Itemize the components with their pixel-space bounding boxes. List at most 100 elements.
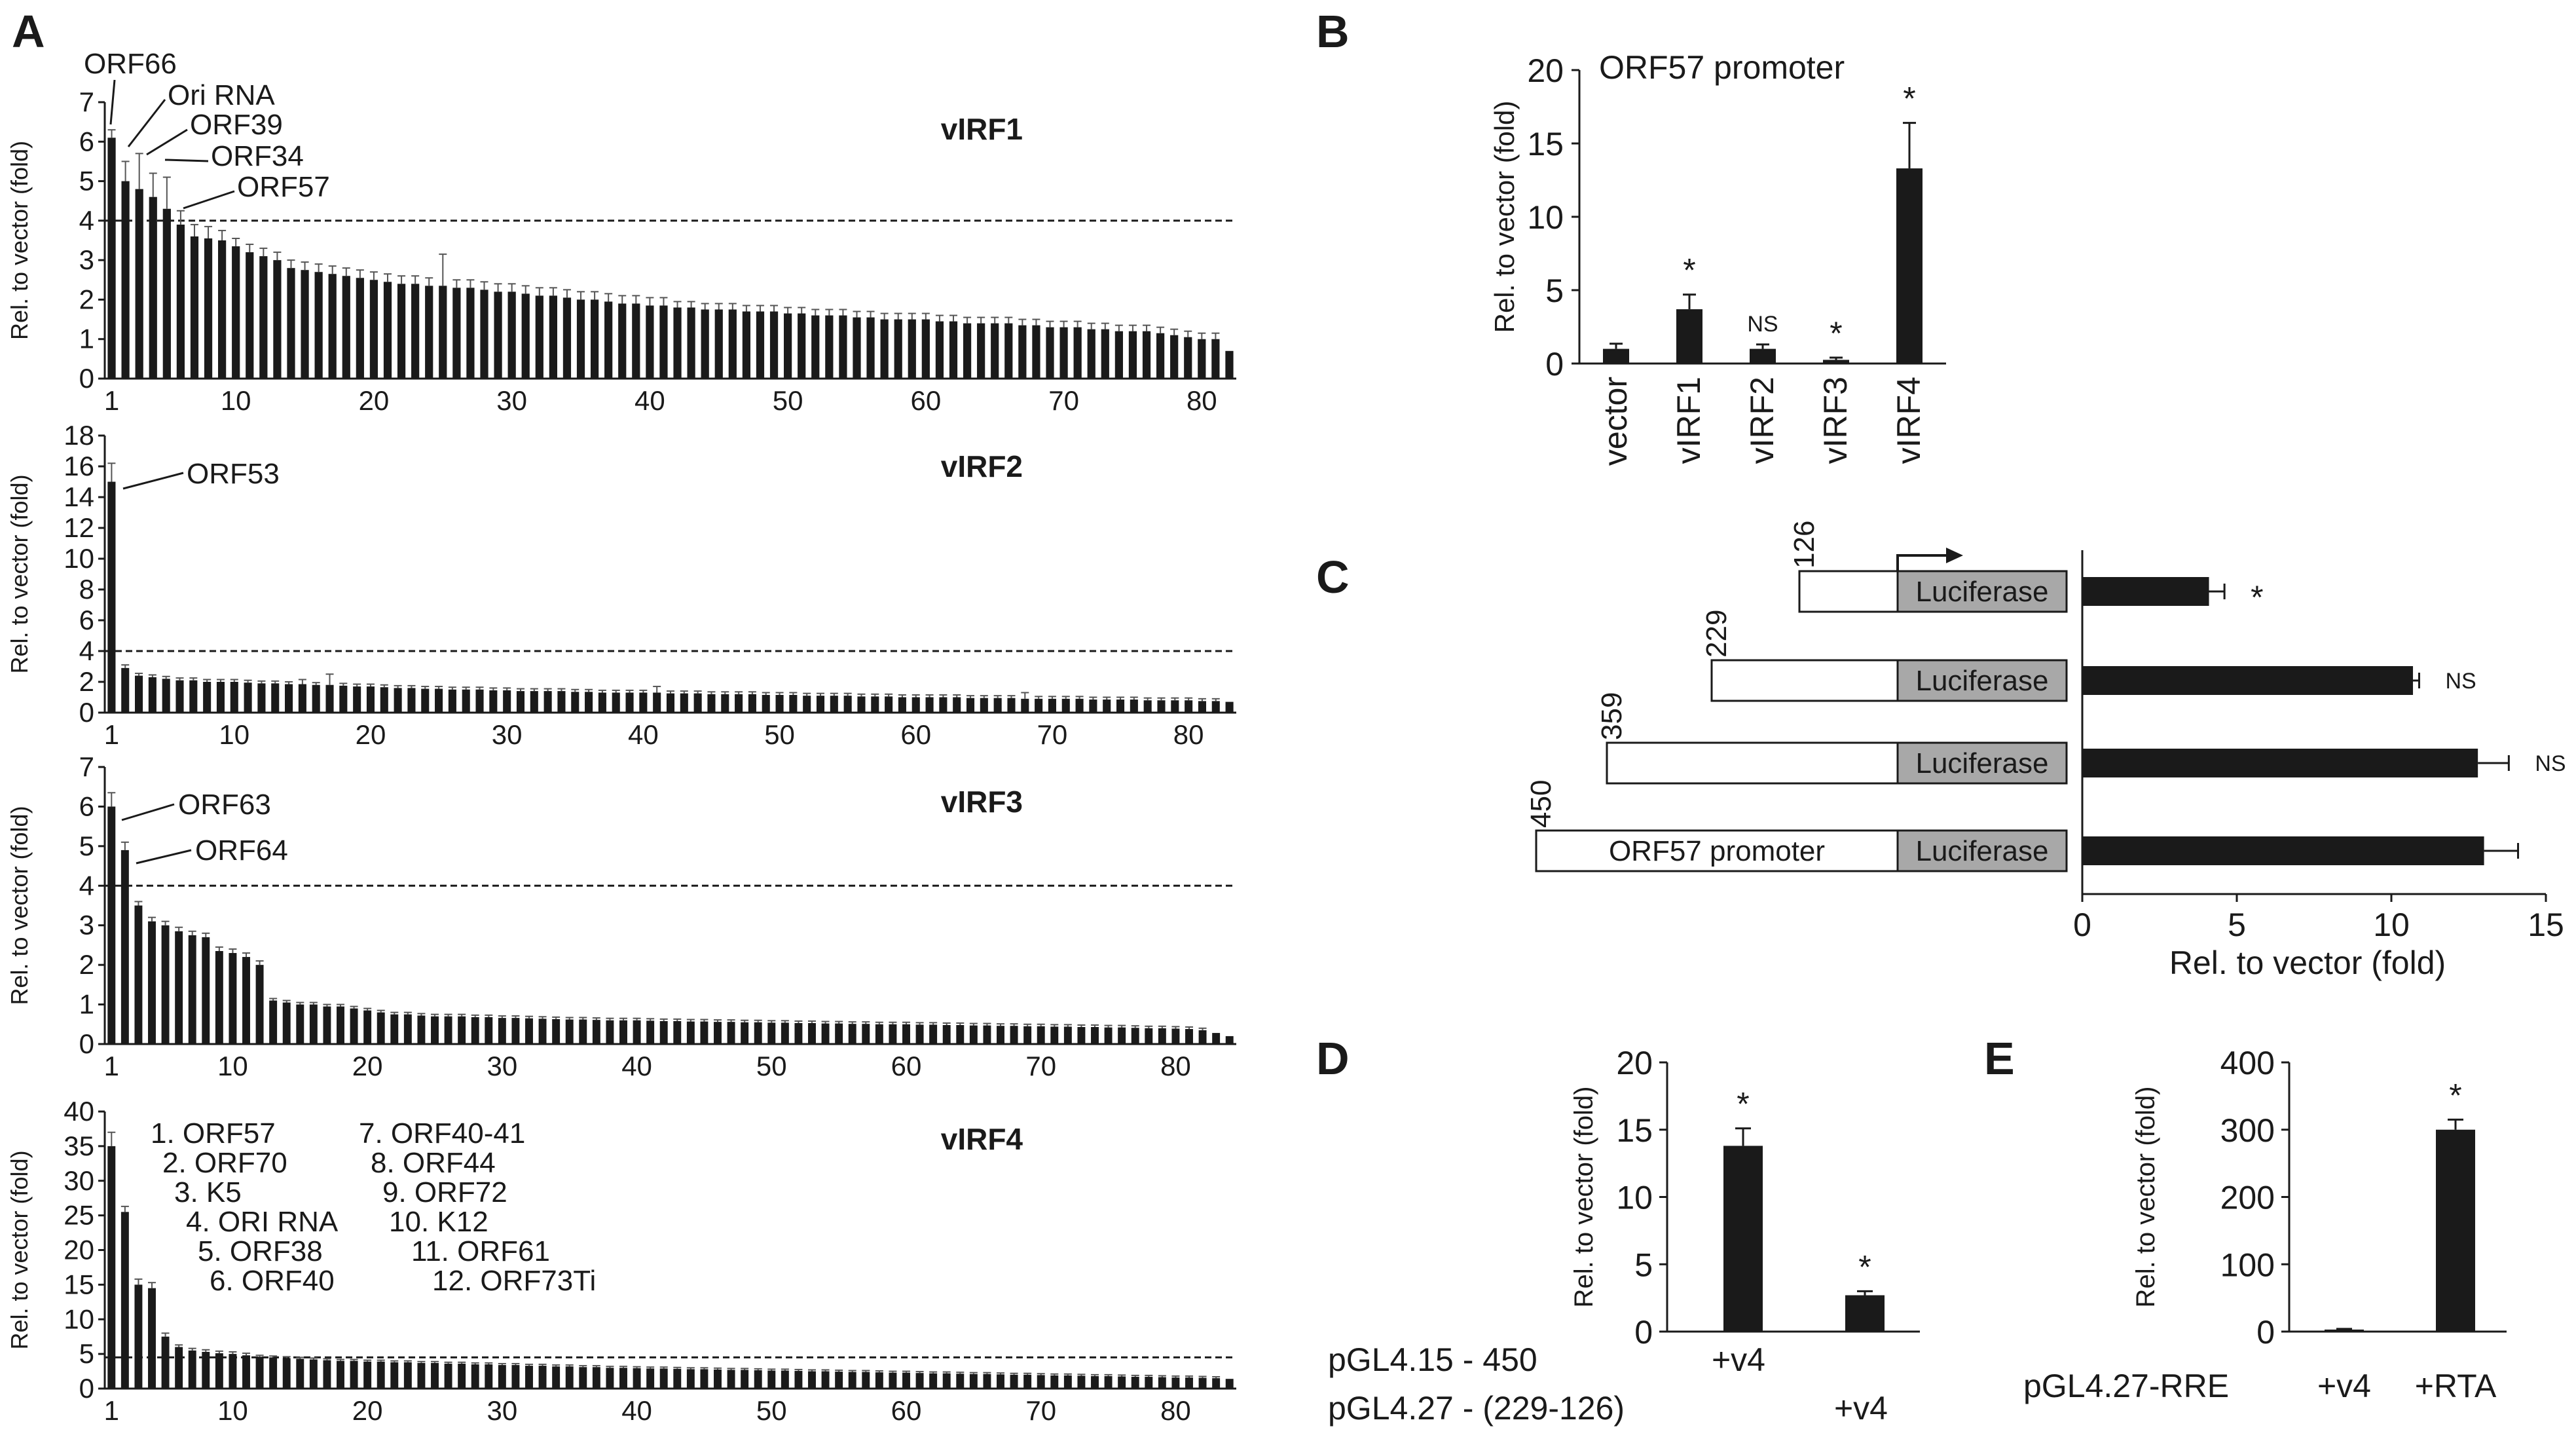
- x-tick-label: 60: [910, 385, 941, 416]
- bar: [983, 1025, 991, 1044]
- bar: [839, 315, 847, 379]
- bar: [700, 1369, 708, 1389]
- bar: [939, 697, 948, 713]
- panel-label-e: E: [1984, 1033, 2015, 1084]
- bar: [871, 696, 879, 713]
- bar: [565, 1019, 574, 1044]
- bar: [1023, 1374, 1032, 1389]
- bar: [606, 1020, 614, 1044]
- y-tick-label: 6: [79, 791, 94, 821]
- y-tick-label: 2: [79, 949, 94, 980]
- chart-pgl4-constructs: 0 5 10 15 20 Rel. to vector (fold) * *: [1570, 1045, 1920, 1351]
- bar: [255, 1356, 264, 1389]
- bar: [417, 1362, 426, 1389]
- x-category-label: vector: [1597, 377, 1634, 466]
- bar: [363, 1010, 372, 1044]
- bar: [325, 684, 334, 713]
- significance-label: NS: [2535, 751, 2566, 776]
- bar: [411, 284, 420, 379]
- significance-label: *: [1858, 1248, 1871, 1285]
- bar: [337, 1006, 344, 1044]
- bar: [728, 309, 737, 379]
- luciferase-label: Luciferase: [1915, 747, 2048, 779]
- bar: [735, 694, 743, 713]
- bar: [301, 270, 309, 379]
- bar: [439, 286, 447, 379]
- construct-start-label: 229: [1701, 610, 1733, 658]
- bar: [604, 301, 613, 379]
- bar: [369, 280, 378, 379]
- y-tick-label: 6: [79, 126, 94, 157]
- bar: [762, 694, 770, 713]
- bar: [356, 278, 364, 379]
- bar: [2082, 666, 2414, 695]
- y-tick-label: 1: [79, 989, 94, 1020]
- bar: [714, 309, 723, 379]
- bar: [1171, 700, 1179, 713]
- y-tick-label: 20: [1527, 52, 1564, 89]
- bar: [229, 1354, 237, 1389]
- bar: [350, 1360, 358, 1389]
- y-tick-label: 10: [64, 1303, 94, 1334]
- bar: [659, 305, 668, 379]
- bar: [953, 697, 961, 713]
- bar: [1075, 698, 1084, 713]
- bar: [579, 1019, 587, 1044]
- category-label: +v4: [1834, 1390, 1888, 1427]
- bar: [1225, 701, 1234, 713]
- bar: [485, 1017, 493, 1044]
- bar: [107, 138, 116, 379]
- bar: [639, 692, 648, 713]
- bar: [862, 1372, 870, 1389]
- category-label: +v4: [1712, 1341, 1765, 1378]
- bar: [1004, 323, 1013, 379]
- bar: [494, 291, 502, 379]
- bar: [866, 317, 875, 379]
- bar: [403, 1014, 412, 1044]
- x-tick-label: 1: [104, 1051, 119, 1081]
- bar: [700, 1021, 708, 1044]
- bar: [598, 692, 606, 713]
- y-tick-label: 8: [79, 574, 94, 605]
- bar: [956, 1024, 965, 1044]
- bar: [821, 1023, 830, 1044]
- bar: [966, 698, 975, 713]
- bar: [1603, 348, 1629, 364]
- bar: [323, 1360, 331, 1389]
- bar: [889, 1024, 897, 1044]
- bar: [1063, 1375, 1072, 1389]
- y-tick-label: 0: [2256, 1314, 2275, 1351]
- y-tick-label: 5: [79, 166, 94, 196]
- bar: [1143, 700, 1152, 713]
- x-tick-label: 10: [2373, 906, 2410, 943]
- bar: [902, 1372, 910, 1389]
- bar: [646, 305, 654, 379]
- bar: [538, 1366, 547, 1389]
- bar: [1091, 1375, 1099, 1389]
- bar: [2325, 1329, 2364, 1332]
- bar: [489, 690, 498, 713]
- legend-item: 2. ORF70: [162, 1147, 287, 1179]
- bar: [767, 1370, 776, 1389]
- y-axis-label: Rel. to vector (fold): [6, 474, 33, 673]
- bar: [707, 694, 716, 713]
- bar: [633, 1020, 641, 1044]
- bar: [296, 1004, 304, 1044]
- annotation-leaders-virf1: [109, 79, 235, 210]
- bar: [1158, 1028, 1166, 1044]
- bar: [342, 276, 350, 379]
- annotation-orf53: ORF53: [187, 458, 280, 490]
- bar: [525, 1018, 533, 1044]
- bar: [394, 688, 402, 713]
- x-tick-label: 10: [219, 719, 249, 750]
- chart-rre: 0 100 200 300 400 Rel. to vector (fold) *: [2131, 1045, 2507, 1351]
- bar: [687, 307, 695, 379]
- luciferase-label: Luciferase: [1915, 665, 2048, 697]
- y-tick-label: 35: [64, 1131, 94, 1161]
- bar: [1130, 700, 1138, 713]
- bar: [107, 806, 116, 1044]
- panel-label-a: A: [12, 6, 45, 57]
- bar: [666, 693, 675, 713]
- bar: [590, 299, 599, 379]
- bar: [619, 1368, 627, 1389]
